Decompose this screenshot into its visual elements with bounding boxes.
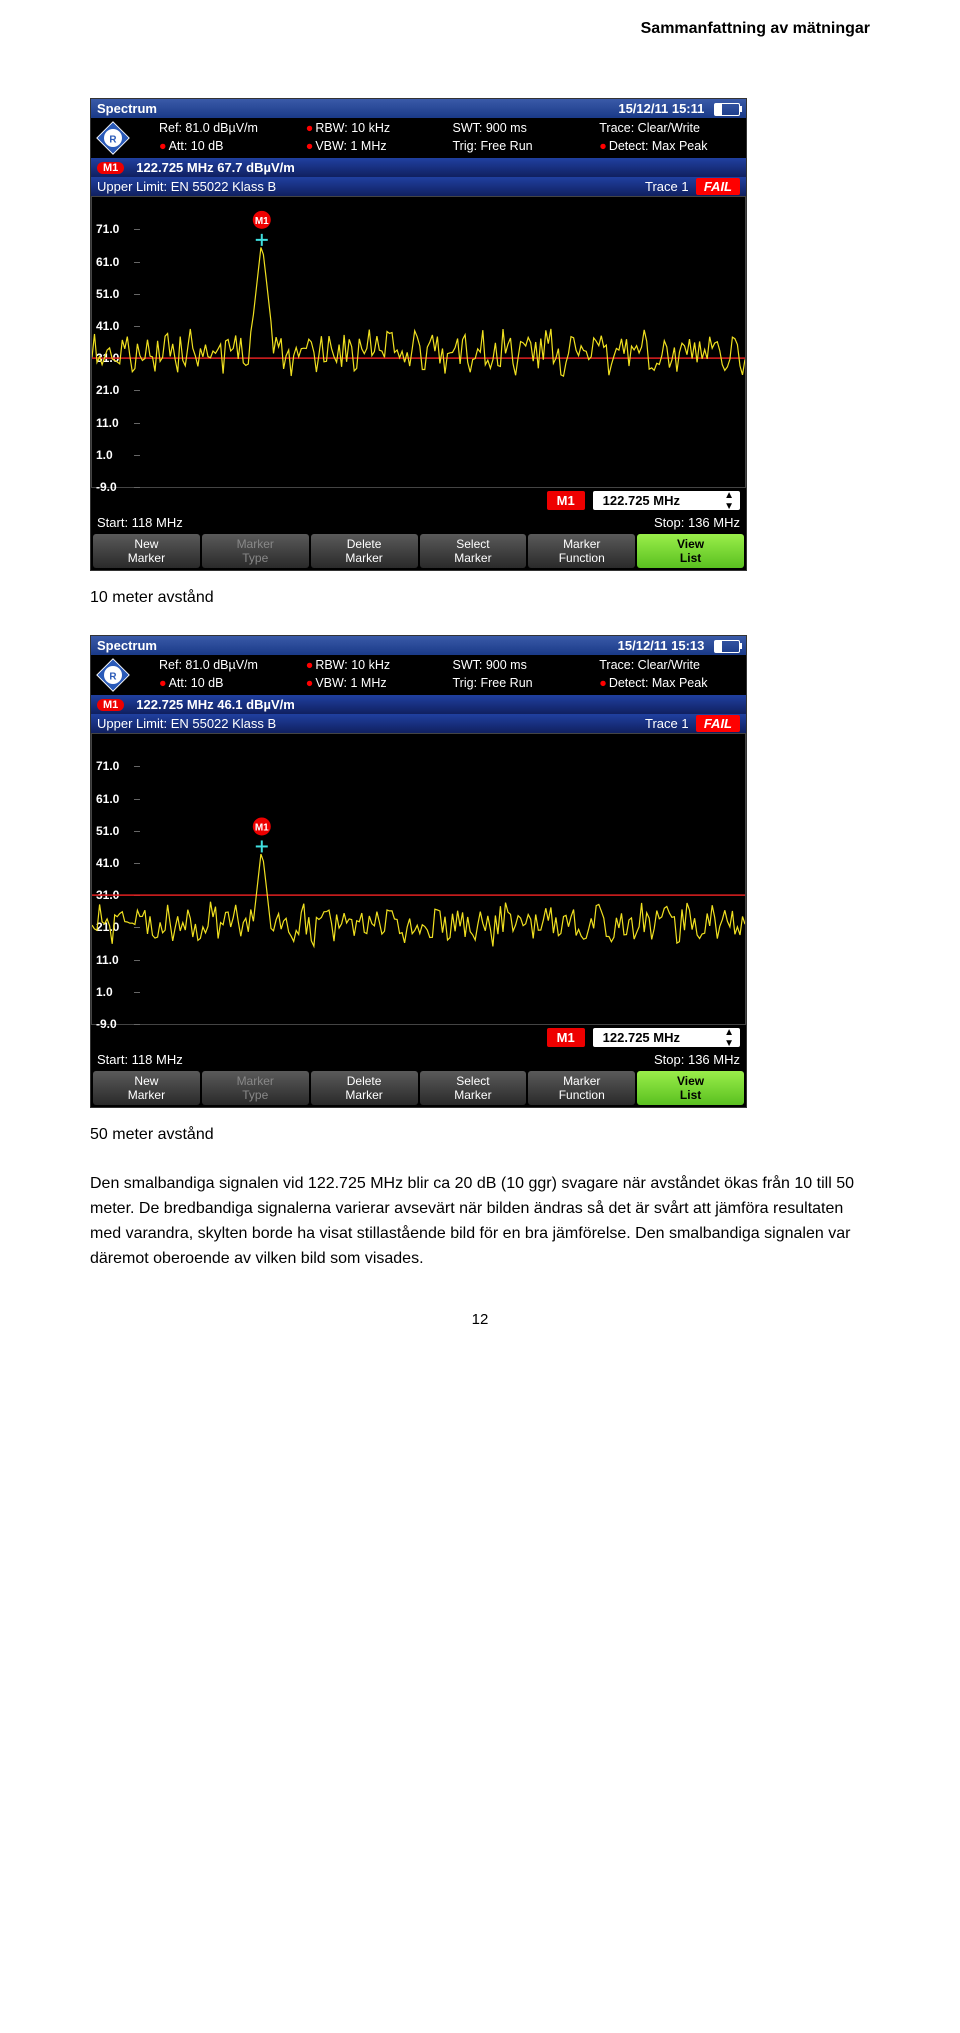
softkey-row: NewMarkerMarkerTypeDeleteMarkerSelectMar… xyxy=(91,1069,746,1107)
param-trace: Trace: Clear/Write xyxy=(599,657,742,675)
param-att: ●Att: 10 dB xyxy=(159,675,302,693)
softkey-marker-function[interactable]: MarkerFunction xyxy=(528,534,635,568)
m1-badge: M1 xyxy=(97,162,124,174)
param-att: ●Att: 10 dB xyxy=(159,138,302,156)
page-number: 12 xyxy=(90,1311,870,1328)
softkey-marker-type[interactable]: MarkerType xyxy=(202,1071,309,1105)
freq-range: Start: 118 MHz Stop: 136 MHz xyxy=(91,513,746,532)
param-ref: Ref: 81.0 dBµV/m xyxy=(159,120,302,138)
param-swt: SWT: 900 ms xyxy=(453,120,596,138)
battery-icon xyxy=(714,640,740,653)
marker-value: 122.725 MHz 46.1 dBµV/m xyxy=(136,697,295,712)
param-vbw: ●VBW: 1 MHz xyxy=(306,138,449,156)
m1-field-label: M1 xyxy=(547,1028,585,1047)
freq-range: Start: 118 MHz Stop: 136 MHz xyxy=(91,1050,746,1069)
datetime: 15/12/11 15:13 xyxy=(618,638,740,653)
fail-badge: FAIL xyxy=(696,178,740,195)
softkey-row: NewMarkerMarkerTypeDeleteMarkerSelectMar… xyxy=(91,532,746,570)
rs-logo-icon: R xyxy=(95,657,155,693)
analyzer-titlebar: Spectrum 15/12/11 15:11 xyxy=(91,99,746,118)
softkey-select-marker[interactable]: SelectMarker xyxy=(420,534,527,568)
marker-value: 122.725 MHz 67.7 dBµV/m xyxy=(136,160,295,175)
svg-text:R: R xyxy=(109,135,116,146)
m1-field-label: M1 xyxy=(547,491,585,510)
stop-freq: Stop: 136 MHz xyxy=(654,515,740,530)
param-rbw: ●RBW: 10 kHz xyxy=(306,120,449,138)
trace-label: Trace 1 xyxy=(645,716,689,731)
param-vbw: ●VBW: 1 MHz xyxy=(306,675,449,693)
stop-freq: Stop: 136 MHz xyxy=(654,1052,740,1067)
spectrum-chart[interactable]: 71.061.051.041.031.021.011.01.0-9.0 M1 xyxy=(91,196,746,488)
param-trig: Trig: Free Run xyxy=(453,675,596,693)
page-header: Sammanfattning av mätningar xyxy=(90,20,870,38)
svg-text:M1: M1 xyxy=(255,823,269,834)
softkey-select-marker[interactable]: SelectMarker xyxy=(420,1071,527,1105)
m1-badge: M1 xyxy=(97,699,124,711)
spectrum-chart[interactable]: 71.061.051.041.031.021.011.01.0-9.0 M1 xyxy=(91,733,746,1025)
softkey-delete-marker[interactable]: DeleteMarker xyxy=(311,534,418,568)
softkey-new-marker[interactable]: NewMarker xyxy=(93,534,200,568)
marker-readout: M1 122.725 MHz 67.7 dBµV/m xyxy=(91,158,746,177)
softkey-view-list[interactable]: ViewList xyxy=(637,1071,744,1105)
body-text: Den smalbandiga signalen vid 122.725 MHz… xyxy=(90,1172,870,1271)
datetime: 15/12/11 15:11 xyxy=(618,101,740,116)
spectrum-analyzer-2: Spectrum 15/12/11 15:13 R Ref: 81.0 dBµV… xyxy=(90,635,747,1108)
param-rbw: ●RBW: 10 kHz xyxy=(306,657,449,675)
marker-input-row: M1 122.725 MHz▲▼ xyxy=(91,1025,746,1050)
param-trig: Trig: Free Run xyxy=(453,138,596,156)
caption-50m: 50 meter avstånd xyxy=(90,1126,870,1144)
svg-text:R: R xyxy=(109,672,116,683)
mode-label: Spectrum xyxy=(97,101,157,116)
param-trace: Trace: Clear/Write xyxy=(599,120,742,138)
analyzer-titlebar: Spectrum 15/12/11 15:13 xyxy=(91,636,746,655)
trace-label: Trace 1 xyxy=(645,179,689,194)
softkey-delete-marker[interactable]: DeleteMarker xyxy=(311,1071,418,1105)
softkey-marker-function[interactable]: MarkerFunction xyxy=(528,1071,635,1105)
start-freq: Start: 118 MHz xyxy=(97,1052,183,1067)
limit-line-row: Upper Limit: EN 55022 Klass B Trace 1 FA… xyxy=(91,177,746,196)
spectrum-analyzer-1: Spectrum 15/12/11 15:11 R Ref: 81.0 dBµV… xyxy=(90,98,747,571)
limit-label: Upper Limit: EN 55022 Klass B xyxy=(97,179,276,194)
param-detect: ●Detect: Max Peak xyxy=(599,138,742,156)
start-freq: Start: 118 MHz xyxy=(97,515,183,530)
marker-readout: M1 122.725 MHz 46.1 dBµV/m xyxy=(91,695,746,714)
softkey-marker-type[interactable]: MarkerType xyxy=(202,534,309,568)
param-swt: SWT: 900 ms xyxy=(453,657,596,675)
limit-line-row: Upper Limit: EN 55022 Klass B Trace 1 FA… xyxy=(91,714,746,733)
m1-field-value[interactable]: 122.725 MHz▲▼ xyxy=(593,1028,740,1047)
param-ref: Ref: 81.0 dBµV/m xyxy=(159,657,302,675)
fail-badge: FAIL xyxy=(696,715,740,732)
marker-input-row: M1 122.725 MHz▲▼ xyxy=(91,488,746,513)
rs-logo-icon: R xyxy=(95,120,155,156)
params-panel: R Ref: 81.0 dBµV/m ●RBW: 10 kHz SWT: 900… xyxy=(91,118,746,158)
mode-label: Spectrum xyxy=(97,638,157,653)
battery-icon xyxy=(714,103,740,116)
m1-field-value[interactable]: 122.725 MHz▲▼ xyxy=(593,491,740,510)
params-panel: R Ref: 81.0 dBµV/m ●RBW: 10 kHz SWT: 900… xyxy=(91,655,746,695)
param-detect: ●Detect: Max Peak xyxy=(599,675,742,693)
svg-text:M1: M1 xyxy=(255,216,269,227)
softkey-new-marker[interactable]: NewMarker xyxy=(93,1071,200,1105)
limit-label: Upper Limit: EN 55022 Klass B xyxy=(97,716,276,731)
softkey-view-list[interactable]: ViewList xyxy=(637,534,744,568)
caption-10m: 10 meter avstånd xyxy=(90,589,870,607)
